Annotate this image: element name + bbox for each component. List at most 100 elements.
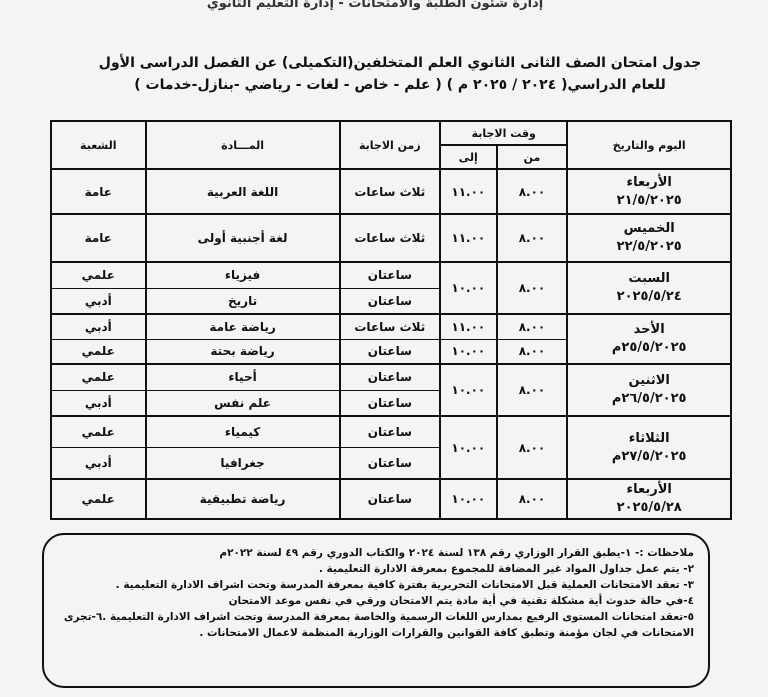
subject-value: فيزياء: [224, 268, 261, 283]
title-line-1: جدول امتحان الصف الثانى الثانوي العلم ال…: [98, 55, 702, 71]
branch-value: علمي: [81, 268, 115, 283]
duration-value: ساعتان: [340, 447, 440, 478]
note-item: ٤-في حالة حدوث أية مشكلة تقنية في أية ما…: [228, 595, 694, 607]
date: ٢٥/٥/٢٠٢٥م: [611, 340, 687, 355]
from-cell: ٨.٠٠: [495, 213, 569, 263]
date: ٢٦/٥/٢٠٢٥م: [611, 391, 687, 406]
title-line-2: للعام الدراسي( ٢٠٢٤ / ٢٠٢٥ م ) ( علم - خ…: [134, 77, 666, 93]
from-value: ٨.٠٠: [518, 231, 546, 245]
day-date-cell: الأربعاء ٢٠٢٥/٥/٢٨: [566, 478, 732, 520]
branch-cell: علمي أدبي: [50, 261, 147, 315]
date: ٢٢/٥/٢٠٢٥: [616, 239, 682, 254]
subject-cell: رياضة عامة رياضة بحتة: [144, 313, 341, 365]
subject-value: رياضة عامة: [209, 319, 276, 334]
date: ٢٧/٥/٢٠٢٥م: [611, 448, 687, 464]
branch-cell: عامة: [50, 213, 147, 263]
header-from: من: [495, 144, 569, 170]
duration-value: ساعتان: [367, 425, 412, 439]
from-value: ٨.٠٠: [497, 338, 567, 364]
branch-value: أدبي: [52, 447, 145, 478]
table-row: الأحد ٢٥/٥/٢٠٢٥م ٨.٠٠ ٨.٠٠ ١١.٠٠ ١٠.٠٠ ثلاث سا…: [50, 313, 732, 365]
branch-value: علمي: [81, 492, 115, 506]
note-item: ملاحظات :- ١-يطبق القرار الوزاري رقم ١٣٨…: [219, 547, 694, 559]
branch-value: علمي: [81, 370, 115, 385]
duration-cell: ثلاث ساعات: [338, 213, 442, 263]
to-value: ١٠.٠٠: [451, 383, 486, 397]
duration-cell: ساعتان: [338, 478, 442, 520]
from-cell: ٨.٠٠: [495, 261, 569, 315]
date: ٢١/٥/٢٠٢٥: [616, 192, 682, 208]
date: ٢٠٢٥/٥/٢٤: [616, 289, 682, 304]
duration-value: ساعتان: [340, 338, 440, 364]
duration-value: ثلاث ساعات: [354, 319, 426, 334]
duration-value: ساعتان: [340, 287, 440, 314]
subject-value: رياضة بحتة: [146, 338, 339, 364]
subject-value: رياضة تطبيقية: [199, 492, 286, 506]
from-value: ٨.٠٠: [518, 281, 546, 295]
header-subject: المـــادة: [144, 120, 341, 170]
branch-value: عامة: [84, 231, 112, 245]
from-value: ٨.٠٠: [518, 383, 546, 397]
header-top: إدارة شئون الطلبة والامتحانات - إدارة ال…: [206, 0, 544, 11]
subject-cell: اللغة العربية: [144, 168, 341, 215]
to-cell: ١١.٠٠: [439, 168, 498, 215]
duration-cell: ساعتان ساعتان: [338, 415, 442, 480]
duration-value: ساعتان: [367, 268, 412, 283]
branch-value: عامة: [84, 184, 112, 199]
branch-value: علمي: [52, 338, 145, 364]
page-title: جدول امتحان الصف الثانى الثانوي العلم ال…: [60, 52, 740, 96]
branch-value: علمي: [81, 425, 115, 439]
subject-value: أحياء: [228, 370, 257, 385]
table-row: الاثنين ٢٦/٥/٢٠٢٥م ٨.٠٠ ١٠.٠٠ ساعتان ساعتان أح…: [50, 363, 732, 417]
duration-cell: ساعتان ساعتان: [338, 261, 442, 315]
branch-cell: عامة: [50, 168, 147, 215]
notes-box: ملاحظات :- ١-يطبق القرار الوزاري رقم ١٣٨…: [42, 533, 710, 688]
subject-value: جغرافيا: [146, 447, 339, 478]
day-date-cell: الأحد ٢٥/٥/٢٠٢٥م: [566, 313, 732, 365]
from-cell: ٨.٠٠: [495, 415, 569, 480]
from-cell: ٨.٠٠: [495, 168, 569, 215]
exam-schedule-table: اليوم والتاريخ وقت الاجابة زمن الاجابة ا…: [50, 120, 732, 520]
day: الاثنين: [628, 373, 670, 388]
to-value: ١٠.٠٠: [451, 492, 486, 506]
branch-value: أدبي: [52, 287, 145, 314]
branch-cell: أدبي علمي: [50, 313, 147, 365]
to-cell: ١٠.٠٠: [439, 415, 498, 480]
branch-value: أدبي: [84, 319, 112, 334]
header-branch: الشعبة: [50, 120, 147, 170]
to-cell: ١٠.٠٠: [439, 261, 498, 315]
table-row: الخميس ٢٢/٥/٢٠٢٥ ٨.٠٠ ١١.٠٠ ثلاث ساعات لغة أج…: [50, 213, 732, 263]
duration-value: ثلاث ساعات: [354, 231, 426, 245]
duration-value: ثلاث ساعات: [354, 184, 426, 199]
to-cell: ١١.٠٠: [439, 213, 498, 263]
from-cell: ٨.٠٠ ٨.٠٠: [495, 313, 569, 365]
table-row: السبت ٢٠٢٥/٥/٢٤ ٨.٠٠ ١٠.٠٠ ساعتان ساعتان فيزيا…: [50, 261, 732, 315]
subject-cell: لغة أجنبية أولى: [144, 213, 341, 263]
subject-value: علم نفس: [146, 389, 339, 416]
branch-value: أدبي: [52, 389, 145, 416]
duration-cell: ساعتان ساعتان: [338, 363, 442, 417]
table-row: الثلاثاء ٢٧/٥/٢٠٢٥م ٨.٠٠ ١٠.٠٠ ساعتان ساعتان ك…: [50, 415, 732, 480]
header-answer-time: وقت الاجابة: [439, 120, 569, 146]
to-value: ١٠.٠٠: [441, 338, 496, 364]
subject-cell: أحياء علم نفس: [144, 363, 341, 417]
from-value: ٨.٠٠: [518, 492, 546, 506]
subject-cell: رياضة تطبيقية: [144, 478, 341, 520]
duration-cell: ثلاث ساعات: [338, 168, 442, 215]
day-date-cell: الاثنين ٢٦/٥/٢٠٢٥م: [566, 363, 732, 417]
duration-value: ساعتان: [367, 492, 412, 506]
branch-cell: علمي أدبي: [50, 363, 147, 417]
subject-value: تاريخ: [146, 287, 339, 314]
day: الأربعاء: [626, 174, 672, 190]
day-date-cell: السبت ٢٠٢٥/٥/٢٤: [566, 261, 732, 315]
date: ٢٠٢٥/٥/٢٨: [616, 500, 682, 515]
to-value: ١٠.٠٠: [451, 440, 486, 455]
from-value: ٨.٠٠: [518, 184, 546, 199]
header-to: إلى: [439, 144, 498, 170]
from-value: ٨.٠٠: [518, 319, 546, 334]
from-value: ٨.٠٠: [518, 440, 546, 455]
subject-cell: فيزياء تاريخ: [144, 261, 341, 315]
duration-value: ساعتان: [340, 389, 440, 416]
day-date-cell: الثلاثاء ٢٧/٥/٢٠٢٥م: [566, 415, 732, 480]
to-value: ١١.٠٠: [451, 231, 486, 245]
